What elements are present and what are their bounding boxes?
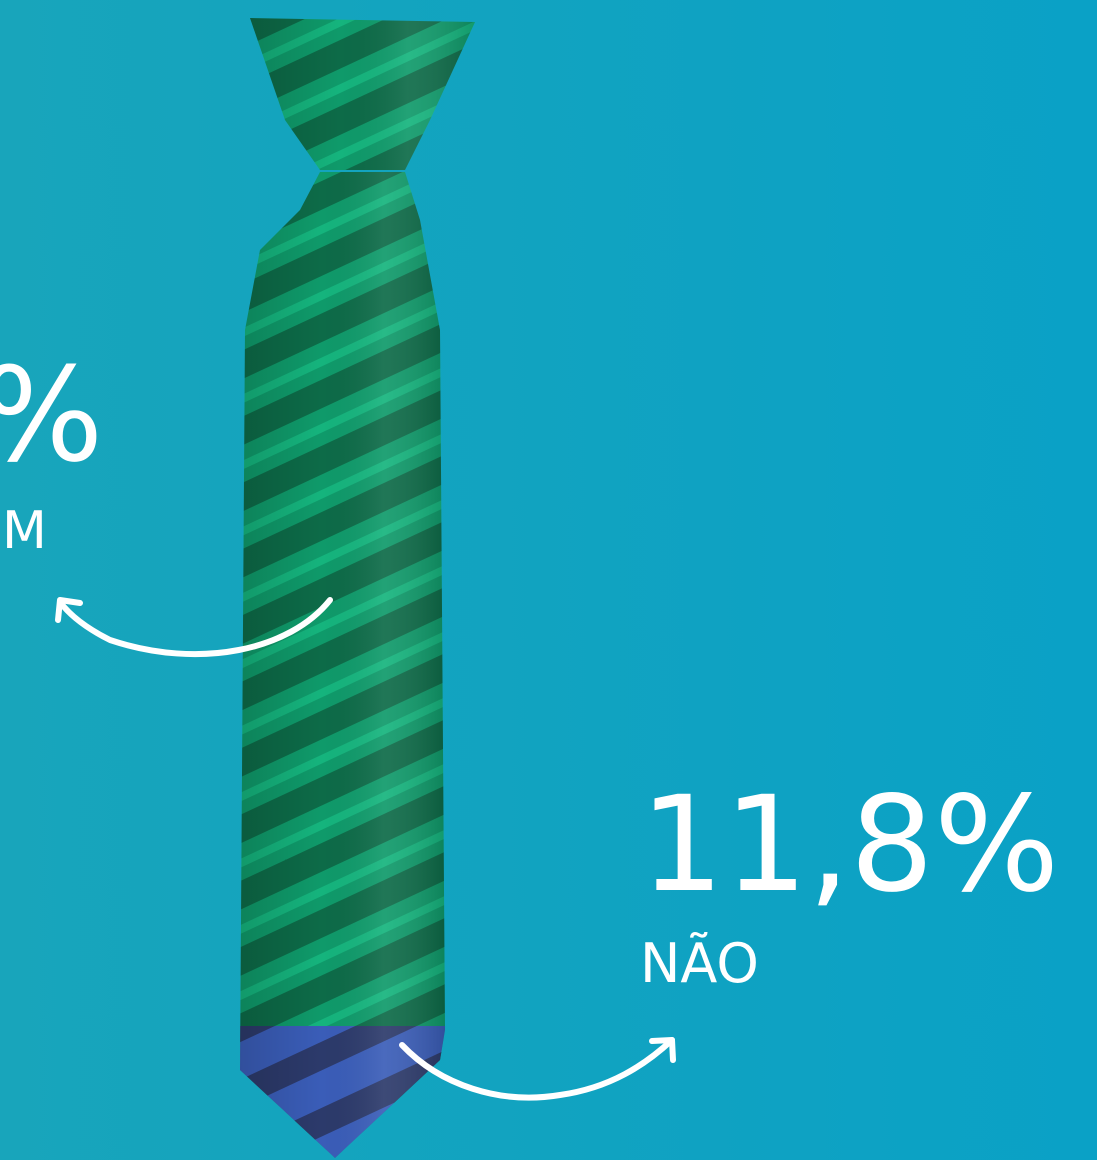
left-arrowhead: [55, 597, 83, 623]
right-arrowhead: [649, 1037, 676, 1063]
arrows: [55, 597, 676, 1101]
right-caption: NÃO: [640, 932, 759, 995]
left-value: %: [0, 339, 104, 491]
left-arrow: [57, 597, 333, 658]
right-value: 11,8%: [640, 768, 1059, 922]
tie: [240, 18, 475, 1158]
right-arrow: [399, 1037, 675, 1101]
left-caption: M: [2, 501, 47, 561]
